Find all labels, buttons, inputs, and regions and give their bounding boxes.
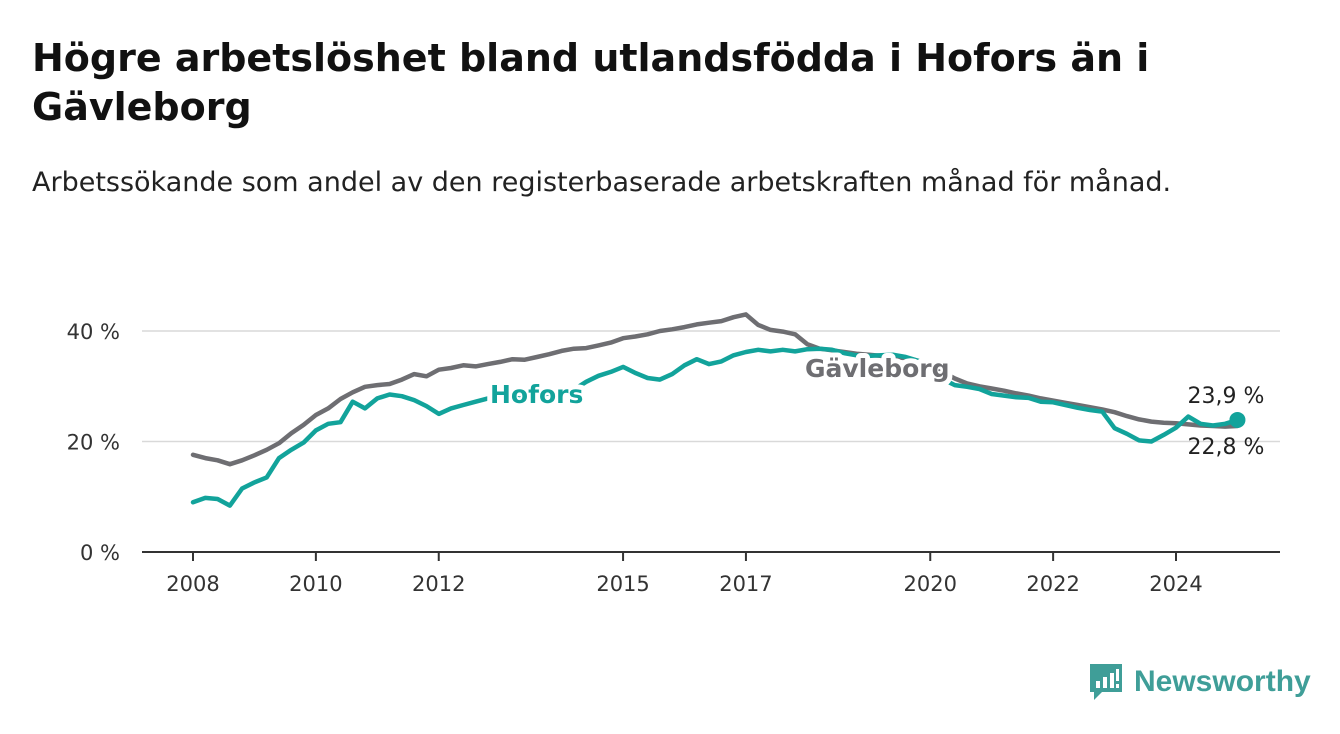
newsworthy-logo: Newsworthy (1088, 660, 1311, 704)
series-label-gavleborg-halo: Gävleborg (805, 354, 950, 383)
end-label-hofors: 23,9 % (1188, 384, 1265, 409)
x-tick-label: 2012 (412, 572, 465, 596)
y-tick-label: 20 % (67, 431, 120, 455)
y-tick-label: 0 % (80, 541, 120, 565)
x-tick-label: 2008 (166, 572, 219, 596)
x-tick-label: 2015 (596, 572, 649, 596)
series-lines (190, 312, 1246, 508)
end-label-gavleborg: 22,8 % (1188, 435, 1265, 460)
series-label-gavleborg: Gävleborg (805, 354, 950, 383)
chart-title: Högre arbetslöshet bland utlandsfödda i … (32, 36, 1150, 129)
x-tick-label: 2020 (904, 572, 957, 596)
newsworthy-logo-icon (1090, 664, 1122, 700)
y-tick-label: 40 % (67, 320, 120, 344)
x-tick-label: 2024 (1149, 572, 1202, 596)
grid-lines (142, 330, 1280, 553)
x-tick-label: 2017 (719, 572, 772, 596)
chart-subtitle: Arbetssökande som andel av den registerb… (32, 167, 1172, 198)
x-axis-ticks: 2008 2010 2012 2015 2017 2020 2022 2024 (166, 552, 1203, 596)
y-axis-ticks: 0 % 20 % 40 % (67, 320, 120, 565)
x-tick-label: 2010 (289, 572, 342, 596)
series-line-hofors (190, 346, 1240, 508)
x-tick-label: 2022 (1026, 572, 1079, 596)
series-label-hofors: Hofors (490, 380, 583, 409)
hofors-end-marker (1229, 411, 1246, 428)
series-label-hofors-halo: Hofors (490, 380, 583, 409)
brand-name: Newsworthy (1134, 665, 1311, 698)
